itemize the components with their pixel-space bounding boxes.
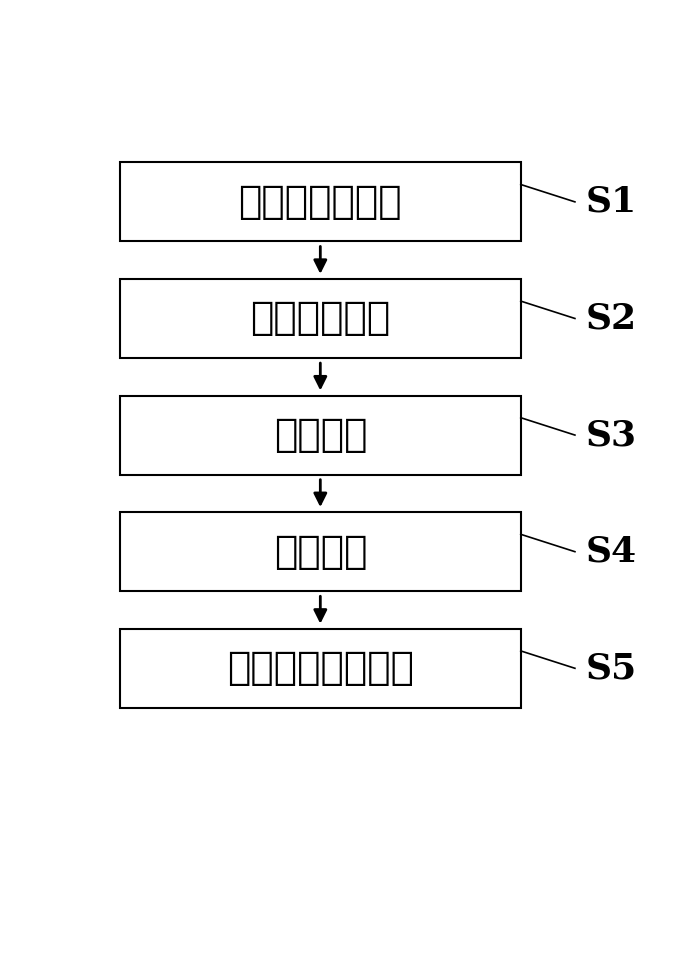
Text: 信息上传: 信息上传 xyxy=(273,532,367,571)
Bar xyxy=(120,629,521,707)
Text: 匹配道路: 匹配道路 xyxy=(273,416,367,454)
Text: S5: S5 xyxy=(586,652,637,685)
Bar xyxy=(120,512,521,591)
Text: S3: S3 xyxy=(586,418,637,452)
Bar xyxy=(120,396,521,475)
Bar xyxy=(120,162,521,241)
Bar xyxy=(120,279,521,358)
Text: 确定病害相对位置: 确定病害相对位置 xyxy=(226,650,414,687)
Text: 道路数据预处理: 道路数据预处理 xyxy=(238,183,402,221)
Text: S4: S4 xyxy=(586,534,637,569)
Text: 巡查轨迹纠偏: 巡查轨迹纠偏 xyxy=(250,300,391,337)
Text: S2: S2 xyxy=(586,302,637,335)
Text: S1: S1 xyxy=(586,185,637,219)
